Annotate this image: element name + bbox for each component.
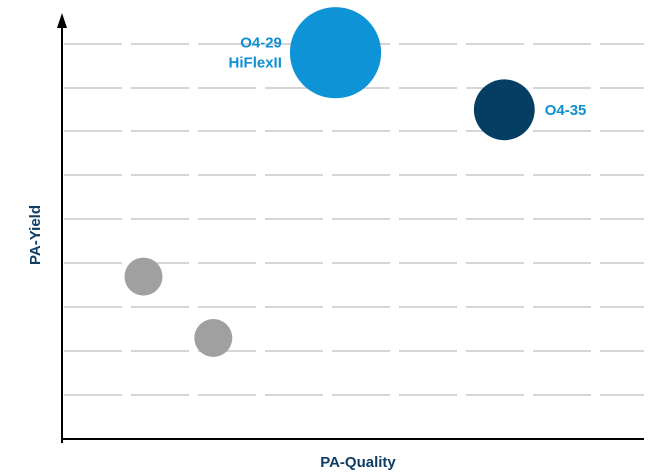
bubble-label: O4-35 [545,102,587,119]
y-axis-arrow-icon [57,13,67,28]
gridlines [64,43,644,396]
bubble-label-line: O4-29 [240,35,282,52]
bubble-point [124,257,163,296]
bubble-labels: O4-29 HiFlexII O4-35 [229,35,587,119]
bubble-point [194,319,233,357]
bubble-point [289,7,382,99]
x-axis-label: PA-Quality [320,454,396,471]
bubble-label-line: O4-35 [545,102,587,119]
bubble-point [473,79,535,141]
bubble-label-line: HiFlexII [229,55,282,72]
y-axis-label: PA-Yield [27,205,44,265]
bubble-series [124,7,535,357]
bubble-label: O4-29 HiFlexII [229,35,282,72]
